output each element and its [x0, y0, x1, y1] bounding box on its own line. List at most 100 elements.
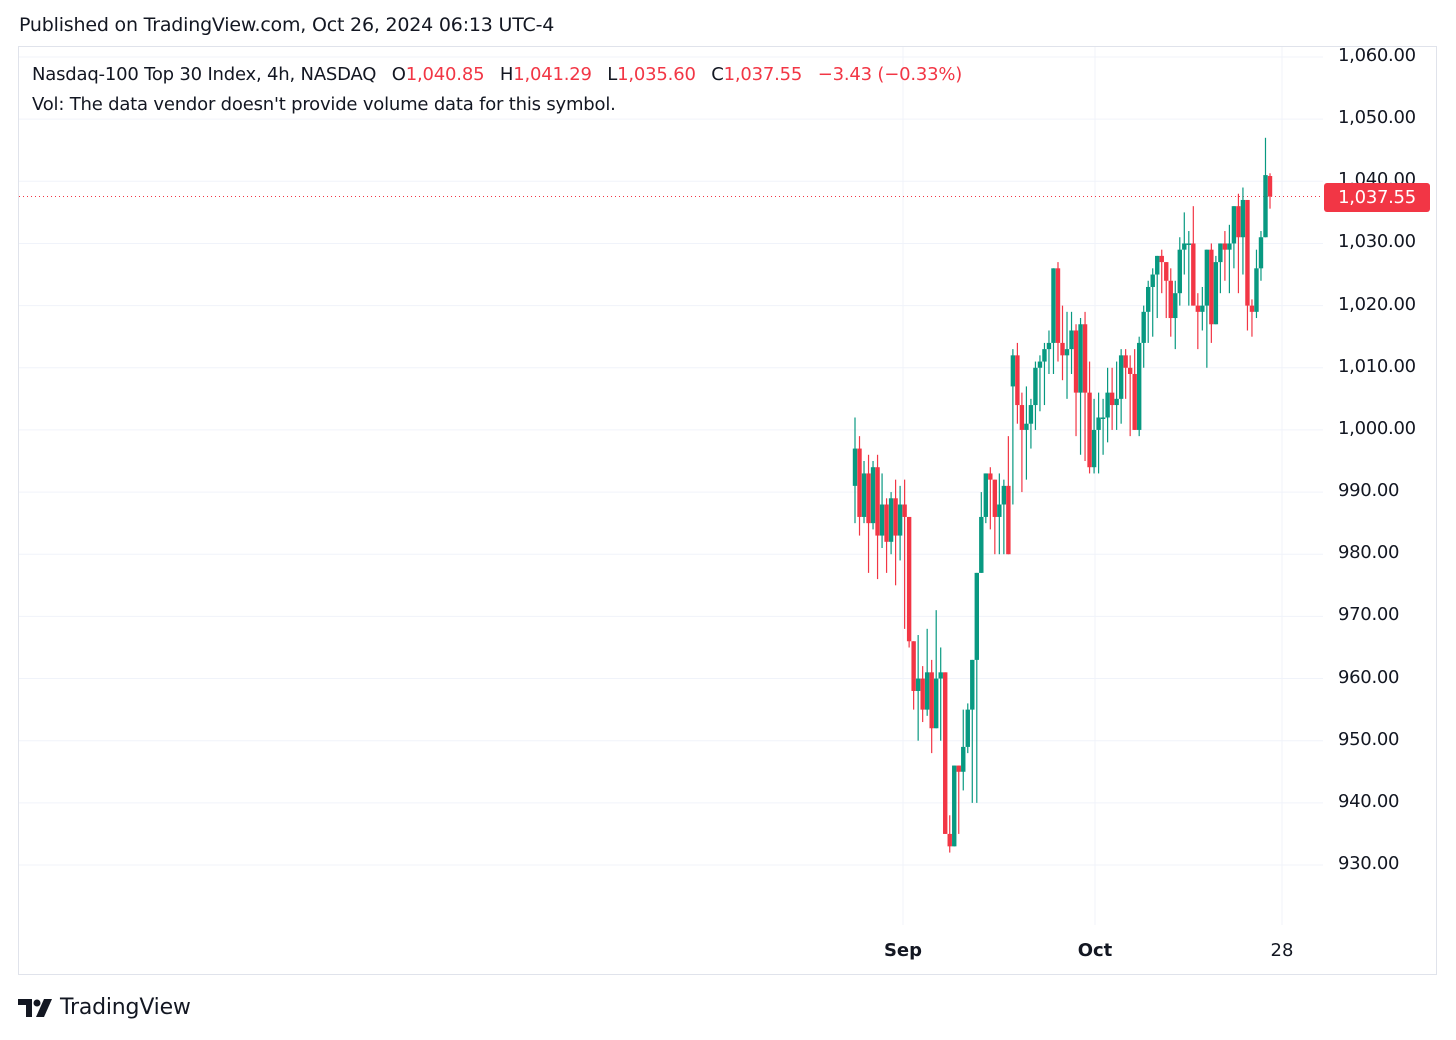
candle-body	[1123, 355, 1128, 368]
candle-body	[920, 678, 925, 710]
time-tick: Oct	[1077, 940, 1113, 961]
candle-body	[952, 765, 957, 847]
candle-body	[1132, 373, 1137, 430]
candle-body	[1249, 305, 1255, 312]
candle-body	[1118, 355, 1124, 399]
candle-body	[1024, 423, 1029, 430]
candle-body	[938, 672, 943, 679]
candle-body	[988, 473, 993, 480]
candle-body	[1200, 305, 1205, 312]
candle-body	[1146, 286, 1151, 312]
candle-body	[888, 498, 894, 542]
price-tick: 1,000.00	[1338, 417, 1416, 439]
ohlc-legend: Nasdaq-100 Top 30 Index, 4h, NASDAQ O1,0…	[32, 64, 963, 85]
candle-body	[933, 678, 939, 729]
time-tick: Sep	[883, 940, 923, 961]
candle-body	[1010, 355, 1016, 387]
candle-body	[1091, 429, 1097, 468]
candle-body	[1078, 324, 1083, 393]
candle-body	[1051, 268, 1056, 343]
candle-body	[1159, 255, 1164, 263]
candle-body	[893, 498, 898, 536]
high-value: 1,041.29	[513, 64, 592, 85]
candle-body	[1141, 311, 1146, 343]
candle-body	[1173, 293, 1178, 319]
candle-body	[1109, 392, 1115, 406]
candle-body	[1001, 485, 1007, 505]
price-tick: 1,020.00	[1338, 293, 1416, 315]
candle-body	[1204, 249, 1210, 306]
price-tick: 960.00	[1338, 666, 1400, 688]
chart-frame[interactable]	[18, 46, 1437, 975]
candle-body	[1055, 268, 1061, 343]
candle-body	[974, 572, 979, 660]
price-tick: 1,010.00	[1338, 355, 1416, 377]
low-value: 1,035.60	[617, 64, 696, 85]
candle-body	[1127, 367, 1133, 374]
candle-body	[1191, 243, 1196, 306]
candle-body	[902, 504, 907, 517]
candle-body	[1218, 243, 1223, 263]
brand-name: TradingView	[60, 995, 191, 1020]
candle-body	[1006, 485, 1011, 555]
candle-body	[1177, 249, 1182, 294]
candle-body	[1150, 274, 1155, 287]
candle-body	[1087, 392, 1092, 468]
candle-body	[857, 448, 862, 517]
candle-body	[1114, 398, 1119, 406]
candle-body	[915, 678, 921, 691]
candle-body	[1245, 199, 1250, 306]
candle-body	[870, 467, 876, 524]
price-tick: 970.00	[1338, 604, 1400, 626]
candle-body	[947, 833, 952, 847]
candle-body	[1064, 349, 1070, 356]
open-value: 1,040.85	[405, 64, 485, 85]
candle-body	[1069, 330, 1074, 350]
candle-body	[897, 504, 903, 536]
candle-body	[1258, 237, 1264, 269]
change-value: −3.43 (−0.33%)	[817, 64, 963, 85]
price-tick: 1,060.00	[1338, 45, 1416, 66]
candle-body	[1263, 175, 1268, 238]
candle-body	[1254, 268, 1259, 312]
candle-body	[1186, 243, 1192, 245]
candle-body	[1213, 262, 1219, 325]
candle-body	[879, 504, 885, 536]
price-tick: 940.00	[1338, 790, 1400, 812]
candle-body	[956, 765, 961, 772]
candle-body	[1195, 305, 1201, 312]
candle-body	[929, 672, 934, 729]
candle-body	[1155, 255, 1160, 275]
tradingview-logo-icon	[18, 998, 52, 1017]
candle-body	[1105, 392, 1110, 418]
volume-note: Vol: The data vendor doesn't provide vol…	[32, 94, 616, 115]
candle-body	[861, 473, 867, 517]
candle-body	[1073, 330, 1079, 393]
tradingview-logo[interactable]: TradingView	[18, 995, 191, 1020]
candle-body	[1019, 405, 1025, 430]
published-note: Published on TradingView.com, Oct 26, 20…	[19, 14, 555, 36]
candle-body	[924, 672, 930, 710]
last-price-tag: 1,037.55	[1324, 183, 1430, 212]
candle-body	[1209, 249, 1214, 325]
candle-body	[875, 467, 880, 536]
candle-body	[1046, 342, 1052, 350]
price-tick: 990.00	[1338, 480, 1400, 502]
candle-body	[992, 479, 998, 517]
candle-body	[1227, 243, 1232, 250]
candle-body	[1082, 324, 1088, 393]
time-tick: 28	[1270, 940, 1294, 961]
candle-body	[1042, 349, 1047, 362]
candle-body	[1231, 206, 1237, 244]
candle-body	[866, 473, 871, 524]
candle-body	[943, 672, 948, 834]
candle-body	[1164, 262, 1169, 281]
candle-body	[1182, 243, 1187, 250]
candle-body	[979, 516, 984, 573]
price-tick: 1,050.00	[1338, 107, 1416, 129]
candle-body	[965, 709, 970, 747]
close-value: 1,037.55	[723, 64, 803, 85]
candle-body	[1028, 405, 1034, 424]
candle-body	[1037, 361, 1043, 368]
